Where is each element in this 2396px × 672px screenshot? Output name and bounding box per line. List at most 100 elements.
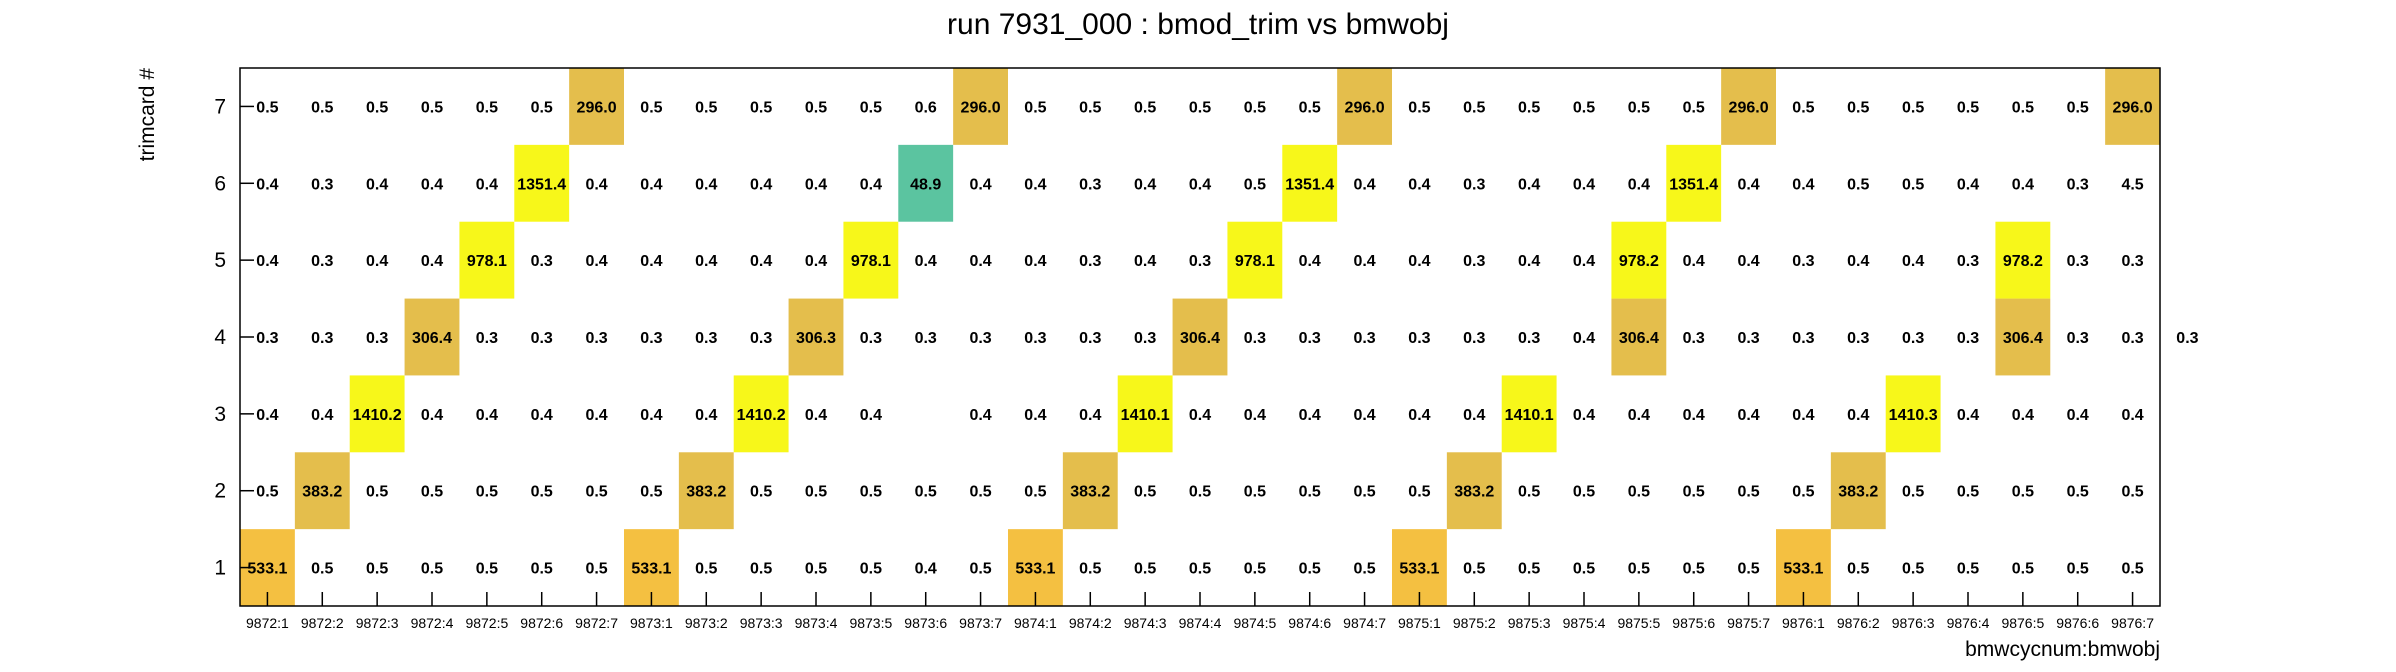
cell-value-label: 0.4 [1792,176,1814,193]
cell-value-label: 0.5 [2012,99,2034,116]
cell-value-label: 0.3 [1408,330,1430,347]
cell-value-label: 0.5 [1957,99,1979,116]
heatmap-cell [1227,221,1283,299]
cell-value-label: 296.0 [2113,99,2153,116]
cell-value-label: 0.5 [311,561,333,578]
cell-value-label: 0.4 [1024,407,1046,424]
cell-value-label: 0.3 [695,330,717,347]
cell-value-label: 0.4 [860,407,882,424]
cell-value-label: 0.5 [1683,99,1705,116]
cell-value-label: 0.5 [1573,99,1595,116]
cell-value-label: 0.4 [915,253,937,270]
cell-value-label: 0.5 [640,484,662,501]
cell-value-label: 306.4 [2003,330,2043,347]
cell-value-label: 0.4 [695,253,717,270]
cell-value-label: 0.4 [1189,407,1211,424]
cell-value-label: 296.0 [961,99,1001,116]
cell-value-label: 0.4 [805,407,827,424]
heatmap-cell [569,68,624,145]
heatmap-cell [898,144,954,222]
cell-value-label: 0.3 [1902,330,1924,347]
cell-value-label: 1351.4 [1285,176,1334,193]
x-tick-label: 9872:1 [246,615,289,631]
cell-value-label: 0.4 [1134,176,1156,193]
cell-value-label: 0.4 [1628,407,1650,424]
x-tick-label: 9875:3 [1508,615,1551,631]
cell-value-label: 0.3 [1463,330,1485,347]
cell-value-label: 0.4 [1573,253,1595,270]
cell-value-label: 0.5 [1244,176,1266,193]
cell-value-label: 0.5 [366,484,388,501]
x-tick-label: 9873:5 [849,615,892,631]
cell-value-label: 0.3 [311,330,333,347]
cell-value-label: 0.5 [1463,99,1485,116]
cell-value-label: 0.4 [585,176,607,193]
cell-value-label: 0.5 [860,99,882,116]
x-tick-label: 9873:1 [630,615,673,631]
x-tick-label: 9872:7 [575,615,618,631]
cell-value-label: 0.5 [805,561,827,578]
chart-title: run 7931_000 : bmod_trim vs bmwobj [947,8,1449,41]
x-tick-label: 9874:7 [1343,615,1386,631]
cell-value-label: 0.5 [1518,561,1540,578]
heatmap-cell [1830,452,1886,530]
x-tick-label: 9874:5 [1233,615,1276,631]
cell-value-label: 306.4 [1619,330,1659,347]
cell-value-label: 0.4 [1737,176,1759,193]
cell-value-label: 0.3 [1079,176,1101,193]
cell-value-label: 0.5 [1134,484,1156,501]
cell-value-label: 0.4 [1847,407,1869,424]
x-tick-label: 9873:7 [959,615,1002,631]
cell-value-label: 0.4 [969,253,991,270]
heatmap-cell [1995,298,2051,376]
cell-value-label: 0.4 [1463,407,1485,424]
cell-value-label: 0.4 [421,176,443,193]
cell-value-label: 0.4 [585,407,607,424]
x-tick-label: 9876:3 [1892,615,1935,631]
cell-value-label: 0.3 [1299,330,1321,347]
cell-value-label: 0.5 [915,484,937,501]
heatmap-cell [953,68,1008,145]
x-tick-label: 9874:1 [1014,615,1057,631]
heatmap-cell [843,221,899,299]
cell-value-label: 0.4 [969,407,991,424]
x-tick-label: 9872:2 [301,615,344,631]
cell-value-label: 0.4 [531,407,553,424]
cell-value-label: 0.5 [1573,561,1595,578]
x-tick-label: 9874:4 [1179,615,1222,631]
cell-value-label: 0.5 [1079,561,1101,578]
cell-value-label: 0.4 [585,253,607,270]
heatmap-cell [733,375,789,453]
heatmap-cell [1995,221,2051,299]
cell-value-label: 0.5 [1683,484,1705,501]
cell-value-label: 0.5 [2012,484,2034,501]
cell-value-label: 0.4 [1518,176,1540,193]
cell-value-label: 0.5 [421,561,443,578]
cell-value-label: 0.5 [256,99,278,116]
cell-value-label: 0.3 [1957,330,1979,347]
cell-value-label: 0.5 [1024,99,1046,116]
cell-value-label: 0.5 [969,484,991,501]
cell-value-label: 0.4 [1353,176,1375,193]
cell-value-label: 0.5 [1244,561,1266,578]
y-tick-label: 5 [214,249,226,272]
cell-value-label: 0.5 [2121,561,2143,578]
x-tick-label: 9875:6 [1672,615,1715,631]
cell-value-label: 0.5 [860,484,882,501]
x-tick-label: 9876:1 [1782,615,1825,631]
y-tick-label: 7 [214,95,226,118]
cell-value-label: 0.4 [1573,176,1595,193]
cell-value-label: 0.4 [805,253,827,270]
cell-value-label: 1410.2 [353,407,402,424]
cell-value-label: 0.5 [695,561,717,578]
cell-value-label: 0.4 [640,407,662,424]
cell-value-label: 0.5 [311,99,333,116]
cell-value-label: 0.4 [1628,176,1650,193]
cell-value-label: 0.5 [1628,99,1650,116]
cell-value-label: 0.5 [750,99,772,116]
x-tick-label: 9872:3 [356,615,399,631]
cell-value-label: 0.4 [1518,253,1540,270]
cell-value-label: 0.5 [585,561,607,578]
x-tick-label: 9875:5 [1617,615,1660,631]
cell-value-label: 978.1 [467,253,507,270]
